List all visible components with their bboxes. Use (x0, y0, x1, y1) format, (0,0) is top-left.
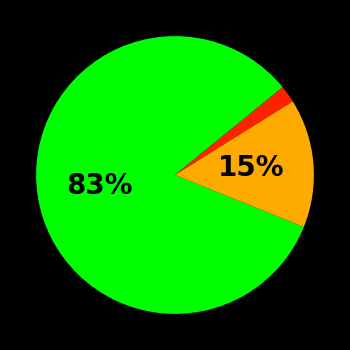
Wedge shape (175, 102, 314, 227)
Wedge shape (175, 87, 293, 175)
Text: 15%: 15% (218, 154, 284, 182)
Text: 83%: 83% (66, 173, 133, 201)
Wedge shape (36, 36, 304, 314)
